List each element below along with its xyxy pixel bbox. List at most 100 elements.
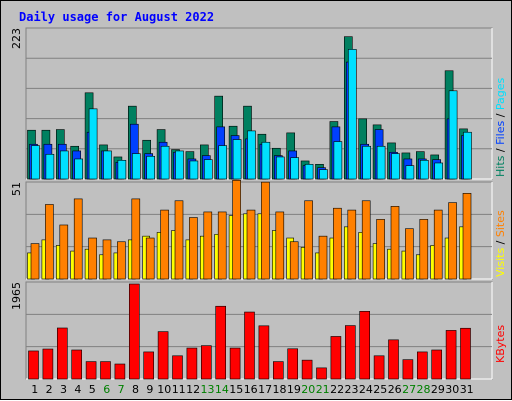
pages-bar <box>347 49 357 180</box>
kbytes-bar <box>244 311 255 380</box>
sites-bar <box>174 200 184 280</box>
sites-bar <box>30 243 40 280</box>
legend-entry: / <box>494 145 507 156</box>
pages-bar <box>175 150 184 180</box>
chart-title: Daily usage for August 2022 <box>19 10 214 24</box>
sites-bar <box>361 200 371 280</box>
kbytes-bar <box>272 361 284 380</box>
sites-bar <box>261 181 270 280</box>
kbytes-bar <box>172 355 183 380</box>
sites-bar <box>333 207 342 280</box>
day-label: 26 <box>388 383 402 396</box>
day-label: 30 <box>445 383 459 396</box>
sites-bar <box>419 219 429 280</box>
pages-bar <box>132 153 141 180</box>
sites-bar <box>145 237 155 280</box>
kbytes-max-label: 1965 <box>10 282 23 310</box>
pages-bar <box>275 156 285 180</box>
sites-bar <box>246 209 256 280</box>
kbytes-bar <box>330 336 342 380</box>
day-label: 21 <box>316 383 330 396</box>
kbytes-bar <box>359 311 371 380</box>
kbytes-bar <box>85 361 97 380</box>
panel-hits: 223 Hits / Files / Pages <box>10 27 507 180</box>
hits-max-label: 223 <box>10 28 23 49</box>
day-label: 16 <box>244 383 258 396</box>
pages-bar <box>448 90 458 180</box>
day-label: 8 <box>132 383 139 396</box>
day-label: 6 <box>103 383 110 396</box>
legend-entry: Pages <box>494 77 507 110</box>
pages-bar <box>304 164 314 180</box>
pages-bar <box>204 159 213 180</box>
kbytes-bar <box>229 347 241 380</box>
kbytes-bar <box>71 349 82 380</box>
day-label: 15 <box>229 383 243 396</box>
day-label: 10 <box>157 383 171 396</box>
sites-bar <box>102 239 112 280</box>
visits-max-label: 51 <box>10 182 23 196</box>
legend-entry: / <box>494 110 507 121</box>
legend-entry: Visits <box>494 248 507 277</box>
panel-kbytes: 1965 KBytes <box>10 281 507 380</box>
hits-legend: Hits / Files / Pages <box>494 77 507 177</box>
pages-bar <box>391 153 400 180</box>
sites-bar <box>433 209 443 280</box>
day-label: 19 <box>287 383 301 396</box>
kbytes-bar <box>287 348 299 380</box>
day-label: 17 <box>258 383 272 396</box>
kbytes-bar <box>402 359 414 380</box>
kbytes-bar <box>201 345 212 380</box>
pages-bar <box>160 145 170 180</box>
pages-bar <box>117 159 127 180</box>
kbytes-legend: KBytes <box>494 325 507 363</box>
pages-bar <box>232 139 242 180</box>
pages-bar <box>146 155 155 180</box>
legend-entry: Hits <box>494 155 507 177</box>
legend-entry: Files <box>494 121 507 145</box>
pages-bar <box>376 145 386 180</box>
sites-bar <box>160 209 169 280</box>
kbytes-bar <box>157 331 169 380</box>
kbytes-bar <box>388 339 399 380</box>
sites-bar <box>405 228 414 280</box>
kbytes-bar <box>373 355 385 380</box>
pages-bar <box>45 153 55 180</box>
day-label: 23 <box>345 383 359 396</box>
pages-bar <box>189 160 199 180</box>
pages-bar <box>31 145 40 180</box>
sites-bar <box>217 211 227 280</box>
day-label: 27 <box>402 383 416 396</box>
pages-bar <box>333 141 343 180</box>
sites-bar <box>448 202 457 280</box>
kbytes-bar <box>316 367 327 380</box>
kbytes-bar <box>42 348 54 380</box>
day-label: 20 <box>301 383 315 396</box>
sites-bar <box>304 200 313 280</box>
day-label: 4 <box>74 383 81 396</box>
sites-bar <box>462 193 472 280</box>
legend-entry: Sites <box>494 210 507 237</box>
sites-bar <box>73 198 83 280</box>
kbytes-bar <box>301 359 313 380</box>
day-label: 29 <box>431 383 445 396</box>
pages-bar <box>362 145 372 180</box>
sites-bar <box>318 235 328 280</box>
pages-bar <box>103 150 112 180</box>
sites-bar <box>232 179 241 280</box>
pages-bar <box>290 157 300 180</box>
pages-bar <box>218 145 227 180</box>
sites-bar <box>347 209 357 280</box>
pages-bar <box>247 130 256 180</box>
sites-bar <box>203 211 213 280</box>
sites-bar <box>376 219 385 280</box>
sites-bar <box>117 241 126 280</box>
day-label: 7 <box>118 383 125 396</box>
day-label: 18 <box>273 383 287 396</box>
pages-bar <box>88 108 98 180</box>
kbytes-bar <box>460 327 471 380</box>
pages-bar <box>59 150 69 180</box>
sites-bar <box>275 211 285 280</box>
